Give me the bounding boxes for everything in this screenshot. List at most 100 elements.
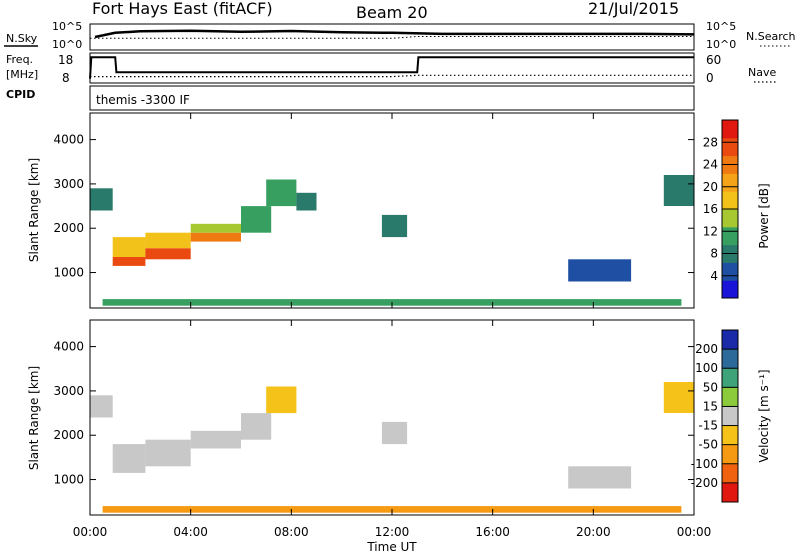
- velocity-colorbar-tick: 15: [703, 399, 718, 413]
- data-cell: [90, 188, 113, 211]
- data-cell: [112, 237, 146, 257]
- time-tick-label: 00:00: [677, 525, 712, 539]
- nave-tick-bottom: 0: [706, 71, 714, 85]
- nave-label: Nave: [748, 66, 776, 79]
- noise-right-tick-top: 10^5: [706, 20, 736, 33]
- noise-panel: N.Sky 10^5 10^0 10^5 10^0 N.Search: [4, 20, 796, 51]
- noise-right-tick-bottom: 10^0: [706, 38, 736, 51]
- data-cell: [381, 214, 408, 238]
- cpid-text: themis -3300 IF: [96, 93, 190, 107]
- data-cell: [145, 439, 191, 467]
- data-cell: [190, 223, 241, 233]
- power-colorbar-tick: 20: [703, 180, 718, 194]
- power-colorbar: 4 8 12 16 20 24 28: [703, 119, 739, 299]
- data-cell: [266, 179, 297, 207]
- noise-sky-label: N.Sky: [6, 32, 38, 45]
- colorbar-swatch: [722, 425, 738, 446]
- data-cell: [568, 466, 632, 489]
- velocity-colorbar-tick: -50: [698, 438, 718, 452]
- colorbar-swatch: [722, 262, 738, 281]
- freq-series: [89, 56, 694, 79]
- power-colorbar-tick: 8: [710, 247, 718, 261]
- power-colorbar-tick: 28: [703, 135, 718, 149]
- data-cell: [190, 430, 241, 449]
- nave-series: [90, 74, 694, 78]
- noise-left-tick-top: 10^5: [52, 20, 82, 33]
- data-cell: [145, 248, 191, 260]
- data-cell: [145, 232, 191, 249]
- colorbar-swatch: [722, 280, 738, 299]
- colorbar-swatch: [722, 482, 738, 503]
- freq-panel: Freq. [MHz] 18 8 60 0 Nave CPID: [6, 52, 776, 101]
- colorbar-swatch: [722, 120, 738, 139]
- data-cell: [241, 206, 272, 233]
- data-cell: [190, 232, 241, 242]
- freq-unit-label: [MHz]: [6, 68, 38, 81]
- time-tick-label: 08:00: [274, 525, 309, 539]
- velocity-colorbar-tick: -15: [698, 419, 718, 433]
- colorbar-swatch: [722, 173, 738, 192]
- data-cell: [381, 421, 408, 445]
- colorbar-swatch: [722, 444, 738, 465]
- data-cell: [266, 386, 297, 414]
- freq-tick-top: 18: [58, 53, 73, 67]
- time-axis-labels: 00:00 04:00 08:00 12:00 16:00 20:00 00:00: [73, 525, 712, 539]
- time-tick-label: 00:00: [73, 525, 108, 539]
- velocity-colorbar-tick: -100: [691, 457, 718, 471]
- range-tick-label: 4000: [53, 133, 84, 147]
- velocity-colorbar-tick: 50: [703, 380, 718, 394]
- data-cell: [568, 259, 632, 282]
- noise-search-series: [90, 36, 694, 39]
- freq-tick-bottom: 8: [62, 71, 70, 85]
- colorbar-swatch: [722, 330, 738, 350]
- data-cell: [90, 395, 113, 418]
- velocity-range-ticks: 1000 2000 3000 4000: [53, 340, 694, 487]
- data-cell: [663, 175, 694, 206]
- colorbar-swatch: [722, 406, 738, 426]
- colorbar-swatch: [722, 387, 738, 407]
- colorbar-swatch: [722, 191, 738, 210]
- time-tick-label: 16:00: [475, 525, 510, 539]
- velocity-colorbar: 200 100 50 15 -15 -50 -100 -200: [691, 329, 739, 503]
- noise-left-tick-bottom: 10^0: [52, 38, 82, 51]
- range-tick-label: 3000: [53, 177, 84, 191]
- time-axis-label: Time UT: [366, 540, 417, 554]
- time-tick-label: 04:00: [173, 525, 208, 539]
- power-panel: 1000 2000 3000 4000 Slant Range [km]: [27, 112, 695, 309]
- power-colorbar-tick: 12: [703, 224, 718, 238]
- velocity-range-axis-label: Slant Range [km]: [27, 366, 41, 470]
- station-title: Fort Hays East (fitACF): [92, 0, 273, 18]
- nave-tick-top: 60: [706, 53, 721, 67]
- velocity-colorbar-label: Velocity [m s⁻¹]: [757, 369, 771, 462]
- colorbar-swatch: [722, 209, 738, 228]
- cpid-strip: [89, 85, 695, 111]
- power-colorbar-tick: 16: [703, 202, 718, 216]
- power-colorbar-tick: 4: [710, 269, 718, 283]
- colorbar-swatch: [722, 463, 738, 484]
- velocity-colorbar-tick: 200: [695, 342, 718, 356]
- data-cell: [663, 382, 694, 413]
- data-cell: [112, 257, 146, 266]
- power-colorbar-label: Power [dB]: [757, 183, 771, 248]
- range-tick-label: 2000: [53, 221, 84, 235]
- colorbar-swatch: [722, 368, 738, 388]
- beam-title: Beam 20: [356, 3, 428, 22]
- range-tick-label: 3000: [53, 384, 84, 398]
- colorbar-swatch: [722, 226, 738, 246]
- power-colorbar-tick: 24: [703, 158, 718, 172]
- colorbar-swatch: [722, 137, 738, 157]
- power-time-ticks: [89, 113, 695, 308]
- velocity-colorbar-tick: -200: [691, 476, 718, 490]
- range-tick-label: 2000: [53, 428, 84, 442]
- data-cell: [296, 192, 317, 211]
- range-tick-label: 1000: [53, 266, 84, 280]
- velocity-colorbar-tick: 100: [695, 361, 718, 375]
- range-tick-label: 4000: [53, 340, 84, 354]
- noise-search-label: N.Search: [746, 30, 796, 43]
- velocity-panel: 1000 2000 3000 4000 Slant Range [km]: [27, 319, 695, 516]
- cpid-label: CPID: [6, 88, 35, 101]
- power-range-ticks: 1000 2000 3000 4000: [53, 133, 694, 280]
- power-range-axis-label: Slant Range [km]: [27, 158, 41, 262]
- time-tick-label: 12:00: [375, 525, 410, 539]
- data-cell: [241, 413, 272, 440]
